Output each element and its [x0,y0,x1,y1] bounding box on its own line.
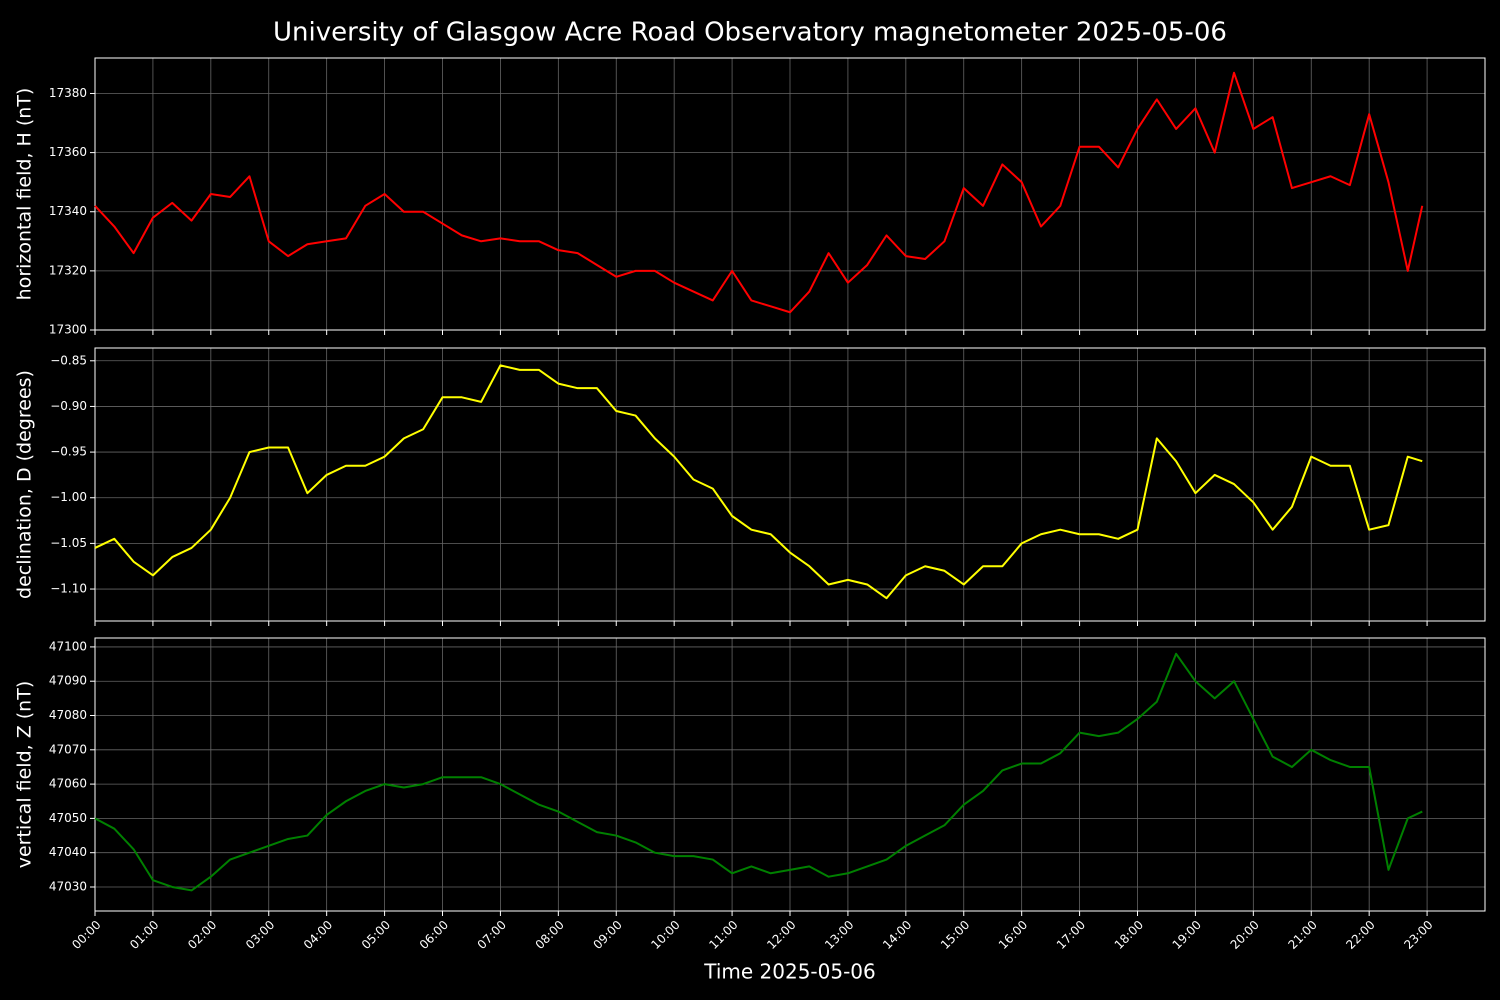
y-tick-label: 47030 [49,879,87,893]
y-tick-label: −0.90 [50,399,87,413]
y-axis-label: vertical field, Z (nT) [14,681,36,869]
axes-frame [94,637,1486,912]
y-tick-label: −1.10 [50,582,87,596]
axes-frame [94,347,1486,622]
y-axis-label: declination, D (degrees) [14,370,36,599]
y-tick-label: 17340 [49,204,87,218]
y-tick-label: 47100 [49,639,87,653]
data-line [94,71,1424,314]
y-tick-label: 17300 [49,323,87,337]
y-tick-label: 17380 [49,86,87,100]
y-tick-label: −0.85 [50,353,87,367]
y-tick-label: 47040 [49,845,87,859]
data-line [94,652,1423,892]
y-axis-label: horizontal field, H (nT) [14,88,36,301]
y-tick-label: 47080 [49,708,87,722]
y-tick-label: 17320 [49,263,87,277]
figure-title: University of Glasgow Acre Road Observat… [273,18,1227,48]
y-tick-label: 47070 [49,742,87,756]
x-axis-label: Time 2025-05-06 [703,960,876,984]
y-tick-label: 47060 [49,777,87,791]
axes-frame [94,57,1486,331]
y-tick-label: 17360 [49,145,87,159]
y-tick-label: −1.00 [50,490,87,504]
y-tick-label: −0.95 [50,445,87,459]
data-line [94,364,1423,600]
y-tick-label: −1.05 [50,536,87,550]
y-tick-label: 47090 [49,674,87,688]
y-tick-label: 47050 [49,811,87,825]
